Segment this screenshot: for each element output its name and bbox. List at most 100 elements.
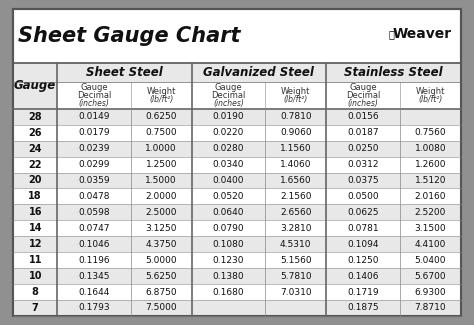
Text: (lb/ft²): (lb/ft²) (149, 95, 173, 104)
Text: Weight: Weight (281, 87, 310, 96)
Text: 0.0280: 0.0280 (213, 144, 244, 153)
Text: 0.6250: 0.6250 (146, 112, 177, 121)
Text: 0.1406: 0.1406 (347, 272, 379, 280)
Text: 4.4100: 4.4100 (415, 240, 446, 249)
Text: 16: 16 (28, 207, 42, 217)
Bar (13, 188, 461, 204)
Text: Gauge: Gauge (349, 83, 377, 92)
Text: Gauge: Gauge (14, 79, 56, 92)
Text: 0.0149: 0.0149 (78, 112, 110, 121)
Text: 0.0781: 0.0781 (347, 224, 379, 233)
Text: (lb/ft²): (lb/ft²) (283, 95, 308, 104)
Text: 0.0520: 0.0520 (213, 192, 244, 201)
Text: 0.7560: 0.7560 (415, 128, 446, 137)
Text: 7.0310: 7.0310 (280, 288, 311, 296)
Text: 5.0000: 5.0000 (146, 256, 177, 265)
Text: 0.0400: 0.0400 (213, 176, 244, 185)
Text: 5.7810: 5.7810 (280, 272, 311, 280)
Text: Decimal: Decimal (77, 91, 111, 100)
Bar (13, 300, 461, 316)
Text: 3.2810: 3.2810 (280, 224, 311, 233)
Text: 0.0375: 0.0375 (347, 176, 379, 185)
Text: 0.0239: 0.0239 (78, 144, 110, 153)
Text: Gauge: Gauge (215, 83, 242, 92)
Text: 0.0179: 0.0179 (78, 128, 110, 137)
Text: 1.6560: 1.6560 (280, 176, 311, 185)
Bar (326, 63, 461, 82)
Text: 0.0790: 0.0790 (213, 224, 244, 233)
Text: 2.5200: 2.5200 (415, 208, 446, 217)
Text: 1.0080: 1.0080 (415, 144, 446, 153)
Text: Sheet Steel: Sheet Steel (86, 66, 163, 79)
Text: 6.8750: 6.8750 (146, 288, 177, 296)
Text: 0.1230: 0.1230 (213, 256, 244, 265)
Text: Weight: Weight (146, 87, 176, 96)
Text: 0.1680: 0.1680 (213, 288, 244, 296)
Text: 6.9300: 6.9300 (415, 288, 446, 296)
Text: (lb/ft²): (lb/ft²) (418, 95, 442, 104)
Text: 0.1094: 0.1094 (347, 240, 379, 249)
Bar (57, 63, 191, 82)
Text: 7: 7 (32, 303, 38, 313)
Text: 0.1875: 0.1875 (347, 304, 379, 312)
Text: 🚛: 🚛 (389, 29, 394, 39)
Text: 5.0400: 5.0400 (415, 256, 446, 265)
Text: 5.6700: 5.6700 (415, 272, 446, 280)
Text: Sheet Gauge Chart: Sheet Gauge Chart (18, 26, 240, 46)
Text: 0.0500: 0.0500 (347, 192, 379, 201)
Text: 24: 24 (28, 144, 42, 154)
Text: 2.6560: 2.6560 (280, 208, 311, 217)
Text: 28: 28 (28, 112, 42, 122)
Text: 0.1046: 0.1046 (78, 240, 110, 249)
Text: 22: 22 (28, 160, 42, 170)
Text: 7.8710: 7.8710 (415, 304, 446, 312)
Text: 0.0190: 0.0190 (213, 112, 244, 121)
Text: (inches): (inches) (347, 98, 379, 108)
Text: 5.6250: 5.6250 (146, 272, 177, 280)
Text: 0.0640: 0.0640 (213, 208, 244, 217)
Text: Galvanized Steel: Galvanized Steel (203, 66, 314, 79)
Text: 5.1560: 5.1560 (280, 256, 311, 265)
Text: 2.0160: 2.0160 (415, 192, 446, 201)
Text: 18: 18 (28, 191, 42, 202)
Text: 1.5000: 1.5000 (146, 176, 177, 185)
Bar (13, 173, 461, 188)
Text: 4.3750: 4.3750 (146, 240, 177, 249)
Text: 0.1793: 0.1793 (78, 304, 110, 312)
Text: Decimal: Decimal (211, 91, 246, 100)
Text: 2.1560: 2.1560 (280, 192, 311, 201)
Text: 0.1345: 0.1345 (78, 272, 110, 280)
Text: 0.1380: 0.1380 (213, 272, 244, 280)
Text: 7.5000: 7.5000 (146, 304, 177, 312)
Text: 0.0598: 0.0598 (78, 208, 110, 217)
Text: 0.0220: 0.0220 (213, 128, 244, 137)
Bar (13, 63, 57, 316)
Text: 0.0187: 0.0187 (347, 128, 379, 137)
Text: 2.0000: 2.0000 (146, 192, 177, 201)
Text: 0.1719: 0.1719 (347, 288, 379, 296)
Text: Weight: Weight (416, 87, 445, 96)
Bar (13, 141, 461, 157)
Text: 0.0625: 0.0625 (347, 208, 379, 217)
Bar (13, 157, 461, 173)
Text: 0.0359: 0.0359 (78, 176, 110, 185)
Text: Gauge: Gauge (80, 83, 108, 92)
Text: 3.1500: 3.1500 (415, 224, 446, 233)
Text: 0.1644: 0.1644 (78, 288, 109, 296)
Text: 0.1196: 0.1196 (78, 256, 110, 265)
Text: 0.0478: 0.0478 (78, 192, 110, 201)
Bar (13, 252, 461, 268)
Text: 0.0340: 0.0340 (213, 160, 244, 169)
Text: 3.1250: 3.1250 (146, 224, 177, 233)
Text: 2.5000: 2.5000 (146, 208, 177, 217)
Bar (13, 284, 461, 300)
Text: 0.0747: 0.0747 (78, 224, 110, 233)
Text: 0.1080: 0.1080 (213, 240, 244, 249)
Text: 10: 10 (28, 271, 42, 281)
Text: 0.0250: 0.0250 (347, 144, 379, 153)
Text: 1.5120: 1.5120 (415, 176, 446, 185)
Text: 20: 20 (28, 176, 42, 186)
Bar (13, 109, 461, 125)
Bar (13, 220, 461, 236)
Bar (13, 82, 461, 109)
